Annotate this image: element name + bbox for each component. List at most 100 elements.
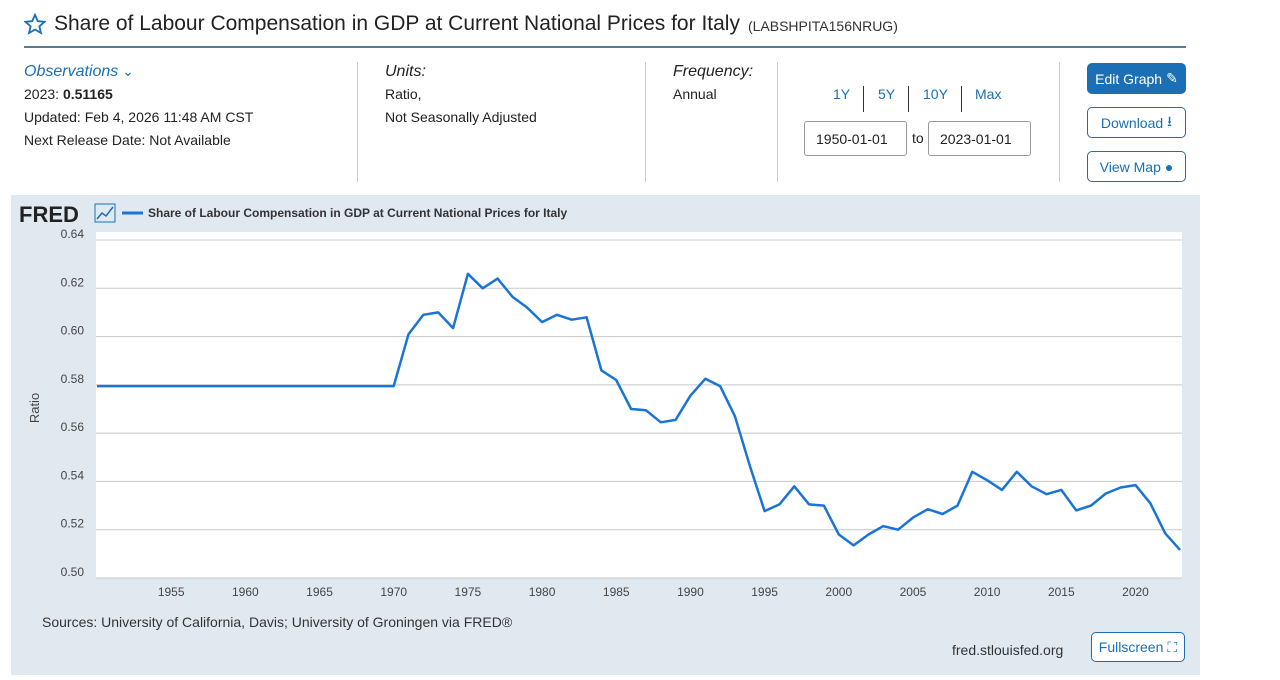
data-point[interactable] bbox=[360, 382, 368, 390]
data-point[interactable] bbox=[1102, 490, 1110, 498]
data-point[interactable] bbox=[761, 507, 769, 515]
data-point[interactable] bbox=[746, 462, 754, 470]
data-point[interactable] bbox=[716, 382, 724, 390]
data-point[interactable] bbox=[494, 275, 502, 283]
data-point[interactable] bbox=[939, 510, 947, 518]
data-point[interactable] bbox=[241, 382, 249, 390]
data-point[interactable] bbox=[419, 311, 427, 319]
range-max-button[interactable]: Max bbox=[975, 86, 1002, 102]
data-point[interactable] bbox=[968, 468, 976, 476]
data-point[interactable] bbox=[449, 324, 457, 332]
data-point[interactable] bbox=[657, 418, 665, 426]
data-point[interactable] bbox=[538, 318, 546, 326]
data-point[interactable] bbox=[390, 382, 398, 390]
data-point[interactable] bbox=[152, 382, 160, 390]
data-point[interactable] bbox=[271, 382, 279, 390]
data-point[interactable] bbox=[138, 382, 146, 390]
units-label: Units: bbox=[385, 63, 426, 80]
data-point[interactable] bbox=[583, 313, 591, 321]
data-point[interactable] bbox=[953, 502, 961, 510]
download-button[interactable]: Download ⭳ bbox=[1087, 107, 1186, 138]
data-point[interactable] bbox=[850, 541, 858, 549]
data-point[interactable] bbox=[627, 405, 635, 413]
fullscreen-button[interactable]: Fullscreen ⛶ bbox=[1091, 632, 1185, 662]
data-point[interactable] bbox=[835, 531, 843, 539]
y-axis-label: Ratio bbox=[27, 393, 42, 423]
data-point[interactable] bbox=[375, 382, 383, 390]
end-date-input[interactable]: 2023-01-01 bbox=[928, 121, 1031, 156]
page-title: Share of Labour Compensation in GDP at C… bbox=[54, 12, 740, 35]
star-icon[interactable] bbox=[24, 13, 46, 35]
data-point[interactable] bbox=[1161, 529, 1169, 537]
x-tick-label: 2010 bbox=[974, 585, 1001, 599]
data-point[interactable] bbox=[227, 382, 235, 390]
start-date-input[interactable]: 1950-01-01 bbox=[804, 121, 907, 156]
data-point[interactable] bbox=[1013, 468, 1021, 476]
data-point[interactable] bbox=[256, 382, 264, 390]
data-point[interactable] bbox=[197, 382, 205, 390]
data-point[interactable] bbox=[775, 500, 783, 508]
data-point[interactable] bbox=[108, 382, 116, 390]
data-point[interactable] bbox=[790, 482, 798, 490]
data-point[interactable] bbox=[123, 382, 131, 390]
data-point[interactable] bbox=[316, 382, 324, 390]
data-point[interactable] bbox=[405, 330, 413, 338]
data-point[interactable] bbox=[642, 406, 650, 414]
view-map-label: View Map bbox=[1099, 158, 1161, 175]
data-point[interactable] bbox=[434, 308, 442, 316]
data-point[interactable] bbox=[1176, 546, 1184, 554]
data-point[interactable] bbox=[1042, 490, 1050, 498]
site-link[interactable]: fred.stlouisfed.org bbox=[952, 642, 1063, 658]
range-1y-button[interactable]: 1Y bbox=[833, 86, 851, 102]
data-point[interactable] bbox=[1087, 502, 1095, 510]
data-point[interactable] bbox=[1028, 482, 1036, 490]
data-point[interactable] bbox=[167, 382, 175, 390]
legend-label: Share of Labour Compensation in GDP at C… bbox=[148, 206, 568, 220]
map-pin-icon: ● bbox=[1164, 158, 1174, 175]
data-point[interactable] bbox=[1072, 506, 1080, 514]
data-point[interactable] bbox=[1117, 483, 1125, 491]
data-point[interactable] bbox=[1131, 481, 1139, 489]
data-point[interactable] bbox=[212, 382, 220, 390]
data-point[interactable] bbox=[820, 502, 828, 510]
data-point[interactable] bbox=[286, 382, 294, 390]
data-point[interactable] bbox=[864, 531, 872, 539]
data-point[interactable] bbox=[345, 382, 353, 390]
data-point[interactable] bbox=[924, 505, 932, 513]
data-point[interactable] bbox=[301, 382, 309, 390]
data-point[interactable] bbox=[93, 382, 101, 390]
data-point[interactable] bbox=[330, 382, 338, 390]
range-5y-button[interactable]: 5Y bbox=[878, 86, 896, 102]
data-point[interactable] bbox=[568, 316, 576, 324]
data-point[interactable] bbox=[805, 500, 813, 508]
data-point[interactable] bbox=[998, 486, 1006, 494]
y-tick-label: 0.52 bbox=[61, 517, 85, 531]
observations-toggle[interactable]: Observations ⌄ bbox=[24, 60, 253, 83]
data-point[interactable] bbox=[909, 514, 917, 522]
data-point[interactable] bbox=[597, 366, 605, 374]
data-point[interactable] bbox=[1057, 486, 1065, 494]
data-point[interactable] bbox=[479, 284, 487, 292]
data-point[interactable] bbox=[894, 526, 902, 534]
data-point[interactable] bbox=[686, 392, 694, 400]
data-point[interactable] bbox=[612, 376, 620, 384]
data-point[interactable] bbox=[553, 311, 561, 319]
data-point[interactable] bbox=[508, 293, 516, 301]
data-point[interactable] bbox=[701, 375, 709, 383]
units-value: Ratio, bbox=[385, 86, 422, 102]
edit-graph-button[interactable]: Edit Graph ✎ bbox=[1087, 63, 1186, 94]
data-point[interactable] bbox=[983, 476, 991, 484]
data-point[interactable] bbox=[879, 522, 887, 530]
data-point[interactable] bbox=[523, 304, 531, 312]
data-point[interactable] bbox=[672, 416, 680, 424]
data-point[interactable] bbox=[182, 382, 190, 390]
range-10y-button[interactable]: 10Y bbox=[923, 86, 948, 102]
data-point[interactable] bbox=[464, 270, 472, 278]
data-point[interactable] bbox=[1146, 499, 1154, 507]
download-icon: ⭳ bbox=[1167, 112, 1173, 129]
edit-icon: ✎ bbox=[1166, 70, 1178, 86]
data-point[interactable] bbox=[731, 412, 739, 420]
view-map-button[interactable]: View Map ● bbox=[1087, 151, 1186, 182]
x-tick-label: 1970 bbox=[380, 585, 407, 599]
